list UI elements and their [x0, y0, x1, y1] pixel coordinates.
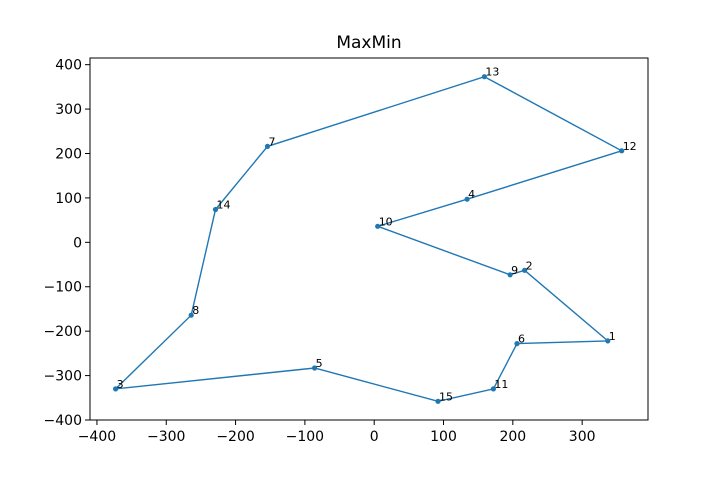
data-point-15: [435, 398, 441, 404]
data-point-6: [514, 341, 520, 347]
point-label-12: 12: [623, 140, 637, 153]
y-tick-label--300: −300: [44, 369, 82, 385]
data-point-1: [605, 338, 611, 344]
y-tick-label-100: 100: [55, 191, 82, 207]
data-point-14: [212, 206, 219, 213]
point-label-1: 1: [609, 330, 616, 343]
data-point-10: [375, 223, 381, 229]
y-tick-label-0: 0: [73, 235, 82, 251]
y-tick-label--200: −200: [44, 324, 82, 340]
point-label-10: 10: [379, 215, 393, 228]
y-tick-label--400: −400: [44, 413, 82, 429]
chart-title: MaxMin: [336, 33, 401, 53]
data-point-13: [481, 74, 487, 80]
x-tick-label-300: 300: [569, 429, 596, 445]
point-label-9: 9: [511, 264, 518, 277]
data-point-5: [312, 365, 318, 371]
x-tick-label--100: −100: [286, 429, 324, 445]
axes-frame: [89, 57, 649, 421]
x-tick-label--200: −200: [216, 429, 254, 445]
data-point-4: [464, 196, 470, 202]
data-point-8: [188, 312, 194, 318]
point-label-14: 14: [217, 199, 231, 212]
y-tick-label-300: 300: [55, 102, 82, 118]
point-label-5: 5: [316, 357, 323, 370]
point-label-3: 3: [117, 378, 124, 391]
data-point-9: [507, 272, 513, 278]
point-label-7: 7: [269, 135, 276, 148]
plot-area: 1 6 11 15 5 3 8 14 7 13 12 4 10 9 2 −400 −300 −200 −100 0 10…: [44, 57, 649, 445]
x-tick-label--300: −300: [147, 429, 185, 445]
point-label-6: 6: [518, 333, 525, 346]
data-point-3: [113, 386, 119, 392]
point-label-15: 15: [439, 390, 453, 403]
x-tick-label-0: 0: [370, 429, 379, 445]
x-tick-label--400: −400: [78, 429, 116, 445]
point-label-11: 11: [494, 378, 508, 391]
data-point-12: [619, 148, 625, 154]
point-label-13: 13: [485, 66, 499, 79]
point-label-4: 4: [468, 188, 475, 201]
y-tick-label--100: −100: [44, 280, 82, 296]
x-tick-label-200: 200: [499, 429, 526, 445]
point-label-2: 2: [526, 259, 533, 272]
data-point-11: [490, 386, 496, 392]
route-line: [113, 75, 624, 403]
x-tick-label-100: 100: [430, 429, 457, 445]
point-label-8: 8: [192, 304, 199, 317]
data-point-7: [264, 143, 271, 149]
y-tick-label-400: 400: [55, 58, 82, 74]
y-tick-label-200: 200: [55, 146, 82, 162]
data-point-2: [522, 267, 528, 273]
